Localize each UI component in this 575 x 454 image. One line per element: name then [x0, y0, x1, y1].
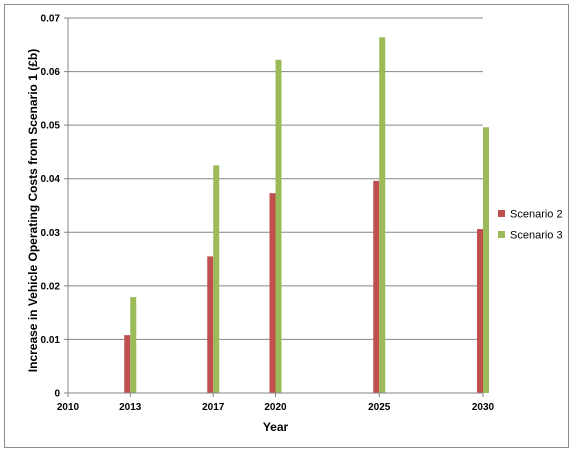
legend-label-scenario-3: Scenario 3	[510, 230, 563, 242]
bars	[124, 37, 489, 394]
x-tick-label: 2010	[57, 402, 80, 413]
y-tick-labels: 0 0.01 0.02 0.03 0.04 0.05 0.06 0.07	[41, 14, 61, 400]
x-tick-label: 2025	[368, 402, 391, 413]
legend-label-scenario-2: Scenario 2	[510, 209, 563, 221]
bar-scenario-3-2020	[275, 59, 282, 394]
y-tick-label: 0.01	[41, 335, 61, 346]
y-tick-label: 0.02	[41, 281, 61, 292]
bar-scenario-2-2017	[207, 256, 214, 393]
x-tick-label: 2020	[264, 402, 287, 413]
bar-scenario-3-2017	[213, 165, 220, 393]
legend-swatch-scenario-3	[498, 231, 505, 238]
bar-scenario-3-2013	[130, 297, 137, 393]
x-tick-label: 2013	[119, 402, 142, 413]
bar-scenario-2-2025	[373, 180, 380, 393]
x-axis-title: Year	[263, 420, 289, 434]
y-tick-label: 0.03	[41, 228, 61, 239]
x-tick-label: 2030	[472, 402, 495, 413]
chart-frame	[4, 4, 569, 448]
y-tick-label: 0.04	[41, 174, 61, 185]
bar-scenario-2-2020	[269, 193, 276, 393]
y-tick-label: 0.05	[41, 121, 61, 132]
y-tick-label: 0	[54, 389, 60, 400]
legend-swatch-scenario-2	[498, 210, 505, 217]
bar-scenario-3-2030	[483, 127, 489, 394]
y-tick-label: 0.07	[41, 14, 61, 25]
y-tick-label: 0.06	[41, 67, 61, 78]
x-tick-labels: 2010 2013 2017 2020 2025 2030	[57, 393, 495, 413]
y-axis-title: Increase in Vehicle Operating Costs from…	[26, 49, 40, 372]
bar-scenario-3-2025	[379, 37, 386, 394]
x-tick-label: 2017	[202, 402, 225, 413]
legend: Scenario 2 Scenario 3	[498, 209, 563, 242]
bar-scenario-2-2013	[124, 335, 131, 393]
bar-scenario-2-2030	[477, 229, 483, 393]
